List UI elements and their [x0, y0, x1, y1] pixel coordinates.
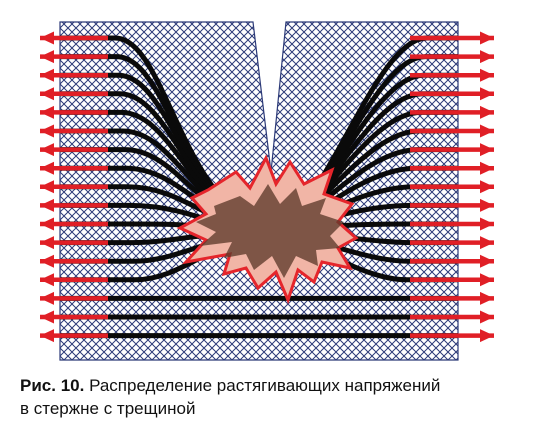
arrow-left	[40, 68, 108, 82]
arrow-left	[40, 143, 108, 157]
arrow-left	[40, 254, 108, 268]
arrow-left	[40, 180, 108, 194]
arrow-left	[40, 236, 108, 250]
caption-label: Рис. 10.	[20, 376, 85, 395]
arrow-right	[410, 31, 494, 45]
arrow-right	[410, 329, 494, 343]
crack-core	[196, 184, 344, 278]
arrow-left	[40, 124, 108, 138]
arrow-right	[410, 291, 494, 305]
arrow-right	[410, 217, 494, 231]
arrow-right	[410, 50, 494, 64]
arrow-left	[40, 105, 108, 119]
arrow-right	[410, 254, 494, 268]
arrow-left	[40, 50, 108, 64]
arrow-left	[40, 329, 108, 343]
stress-diagram	[40, 21, 494, 361]
arrow-left	[40, 31, 108, 45]
arrow-right	[410, 87, 494, 101]
arrow-left	[40, 217, 108, 231]
caption-text-1: Распределение растягивающих напряжений	[89, 376, 441, 395]
arrow-right	[410, 105, 494, 119]
caption-text-2: в стержне с трещиной	[20, 399, 196, 418]
figure-caption: Рис. 10. Распределение растягивающих нап…	[20, 374, 520, 420]
arrow-right	[410, 273, 494, 287]
arrow-right	[410, 198, 494, 212]
arrow-right	[410, 124, 494, 138]
caption-line-1: Рис. 10. Распределение растягивающих нап…	[20, 374, 520, 397]
crack-star	[176, 154, 359, 305]
arrow-right	[410, 161, 494, 175]
arrow-left	[40, 291, 108, 305]
arrow-left	[40, 273, 108, 287]
arrow-left	[40, 310, 108, 324]
arrow-left	[40, 87, 108, 101]
arrow-left	[40, 161, 108, 175]
arrow-right	[410, 68, 494, 82]
arrow-right	[410, 310, 494, 324]
tension-arrows	[40, 31, 494, 343]
arrow-right	[410, 236, 494, 250]
arrow-left	[40, 198, 108, 212]
arrow-right	[410, 180, 494, 194]
arrow-right	[410, 143, 494, 157]
